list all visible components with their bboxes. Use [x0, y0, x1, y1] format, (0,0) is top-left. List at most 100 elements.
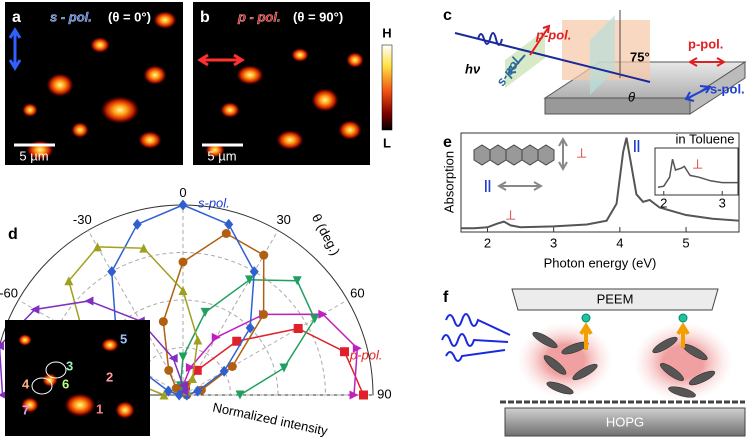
domain-number: 3 — [66, 358, 73, 373]
hv: hν — [465, 61, 481, 76]
domain-number: 7 — [22, 402, 29, 417]
marker — [64, 276, 74, 286]
s-pol-note: s-pol. — [198, 195, 230, 210]
marker — [245, 275, 254, 285]
molecules — [532, 331, 716, 398]
marker — [185, 362, 195, 372]
angle-tick-label: 0 — [179, 185, 186, 200]
panel-a: a s - pol. (θ = 0°) 5 µm — [5, 2, 183, 165]
x-tick-label: 4 — [616, 235, 623, 250]
radial-grid — [40, 252, 326, 396]
angle: (θ = 0°) — [108, 9, 151, 24]
r-axis-label: Normalized intensity — [211, 399, 329, 438]
domain-number: 5 — [120, 331, 127, 346]
x-axis-label: Photon energy (eV) — [544, 255, 657, 270]
marker — [221, 228, 231, 238]
marker — [318, 309, 328, 319]
perp-peak: ⊥ — [505, 207, 516, 222]
angle: (θ = 90°) — [293, 9, 343, 24]
panel-f: f PEEM HOPG — [441, 288, 746, 437]
marker — [179, 386, 189, 396]
marker — [193, 385, 203, 397]
marker-ellipse — [31, 377, 53, 395]
x-tick-label: 5 — [682, 235, 689, 250]
marker — [193, 335, 203, 345]
marker — [30, 305, 40, 314]
s-arrow-right — [684, 85, 712, 102]
marker — [107, 266, 117, 278]
panel-c: c p-pol. s-pol. hν 75° θ p-pol. s-pol. — [443, 7, 747, 115]
domain-number: 6 — [62, 376, 69, 391]
sample-side — [689, 61, 746, 115]
p-arrow — [529, 24, 551, 56]
series-line — [182, 327, 365, 396]
colorbar — [381, 44, 393, 131]
marker — [352, 343, 362, 353]
inset-x-tick-label: 3 — [719, 195, 726, 210]
angle-tick-label: -30 — [73, 212, 92, 227]
marker — [158, 317, 168, 327]
sample-front — [544, 97, 691, 115]
beam — [454, 32, 651, 83]
marker — [219, 365, 229, 377]
angle-tick-label: 90 — [377, 386, 391, 401]
domain-number: 1 — [96, 401, 103, 416]
marker — [310, 314, 320, 324]
wave — [477, 32, 503, 46]
marker — [235, 390, 245, 400]
scale-label: 5 µm — [19, 148, 48, 163]
marker — [163, 385, 173, 397]
marker — [259, 250, 269, 260]
panel-label: d — [8, 226, 18, 243]
x-tick-label: 3 — [550, 235, 557, 250]
electron — [678, 313, 688, 323]
pol-arrow — [197, 53, 245, 67]
panel-b: b p - pol. (θ = 90°) 5 µm — [193, 2, 370, 165]
panel-label: c — [443, 7, 452, 24]
marker — [211, 332, 221, 342]
marker — [224, 218, 234, 230]
scale-label: 5 µm — [207, 148, 236, 163]
theta-axis-label: θ (deg.) — [309, 211, 343, 258]
normal-plane — [590, 15, 615, 95]
angle-tick-label: 30 — [276, 212, 290, 227]
electron — [581, 313, 591, 323]
colorbar-low: L — [383, 135, 391, 150]
polarization: p - pol. — [237, 9, 281, 24]
panel-label: b — [200, 9, 210, 26]
angle-tick-label: -60 — [0, 286, 18, 301]
polarization: s - pol. — [50, 9, 92, 24]
pol-arrow — [8, 27, 22, 71]
marker — [93, 242, 102, 252]
marker — [359, 390, 368, 400]
y-axis-label: Absorption — [441, 151, 456, 213]
p-arrow-right — [687, 57, 727, 67]
emission-arrows — [579, 322, 690, 350]
domains — [22, 11, 177, 160]
marker — [192, 365, 202, 375]
marker — [349, 390, 359, 400]
series-line — [162, 232, 265, 396]
short-axis-arrow — [558, 136, 568, 172]
molecule — [473, 144, 555, 166]
panel-d-inset: 1 2 3 4 5 6 7 — [5, 320, 150, 436]
angle-grid — [182, 299, 348, 396]
peem-box — [511, 288, 719, 311]
long-axis-arrow — [496, 181, 544, 191]
para-peak: || — [633, 137, 640, 152]
cluster-glow — [633, 322, 733, 402]
marker — [164, 365, 174, 375]
series-line — [179, 279, 316, 396]
marker — [178, 199, 188, 211]
s-pol-right: s-pol. — [710, 81, 745, 96]
light-waves — [441, 313, 511, 362]
marker — [188, 374, 197, 384]
marker — [159, 390, 169, 400]
marker — [293, 324, 303, 333]
inset-x-tick-label: 2 — [660, 195, 667, 210]
panel-label: f — [443, 289, 449, 306]
domain-number: 2 — [106, 369, 113, 384]
marker — [200, 307, 210, 317]
plot-frame — [460, 132, 740, 233]
